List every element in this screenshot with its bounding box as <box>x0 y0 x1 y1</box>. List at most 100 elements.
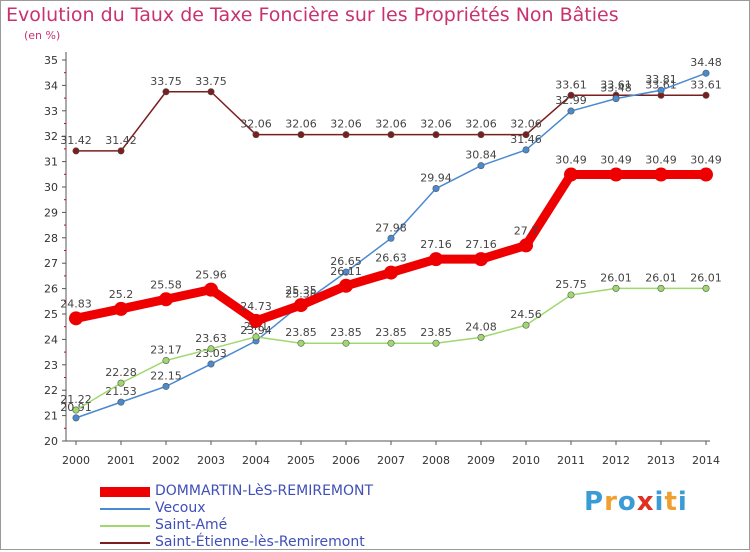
proxiti-logo: Proxiti <box>584 487 688 517</box>
data-point-dommartin-l-s-remiremont <box>294 298 308 313</box>
y-tick-label: 34 <box>44 79 58 92</box>
data-point-vecoux <box>657 86 665 94</box>
data-point-dommartin-l-s-remiremont <box>699 167 713 182</box>
data-point-vecoux <box>387 234 395 242</box>
x-tick-label: 2009 <box>467 454 495 467</box>
data-label-vecoux: 30.84 <box>465 149 497 162</box>
data-point-dommartin-l-s-remiremont <box>249 313 263 328</box>
data-label-vecoux: 29.94 <box>420 172 452 185</box>
data-point-saint-tienne-l-s-remiremont <box>702 91 710 99</box>
data-label-vecoux: 26.65 <box>330 255 362 268</box>
data-point-saint-am- <box>702 284 710 292</box>
y-tick-label: 27 <box>44 257 58 270</box>
data-label-dommartin-l-s-remiremont: 27.16 <box>420 238 452 251</box>
data-label-saint-tienne-l-s-remiremont: 31.42 <box>105 134 137 147</box>
data-label-dommartin-l-s-remiremont: 26.63 <box>375 252 407 265</box>
legend-label-saint-etienne: Saint-Étienne-lès-Remiremont <box>155 534 365 550</box>
legend-swatch-vecoux <box>100 508 150 510</box>
data-label-dommartin-l-s-remiremont: 25.2 <box>109 288 134 301</box>
data-label-saint-am-: 22.28 <box>105 366 137 379</box>
x-tick-label: 2003 <box>197 454 225 467</box>
data-point-dommartin-l-s-remiremont <box>339 278 353 293</box>
y-tick-label: 20 <box>44 435 58 448</box>
logo-letter: r <box>604 487 618 517</box>
data-point-vecoux <box>117 398 125 406</box>
data-label-saint-tienne-l-s-remiremont: 32.06 <box>375 118 407 131</box>
data-label-saint-tienne-l-s-remiremont: 33.61 <box>600 78 632 91</box>
data-point-vecoux <box>612 95 620 103</box>
data-point-saint-am- <box>342 339 350 347</box>
data-point-dommartin-l-s-remiremont <box>384 265 398 280</box>
data-point-saint-am- <box>207 345 215 353</box>
y-tick-label: 35 <box>44 54 58 67</box>
y-tick-label: 32 <box>44 130 58 143</box>
data-label-vecoux: 31.46 <box>510 133 542 146</box>
data-label-dommartin-l-s-remiremont: 30.49 <box>645 154 677 167</box>
data-point-dommartin-l-s-remiremont <box>159 292 173 307</box>
data-label-vecoux: 22.15 <box>150 369 182 382</box>
data-label-dommartin-l-s-remiremont: 24.73 <box>240 300 272 313</box>
data-label-saint-am-: 26.01 <box>645 271 677 284</box>
data-point-vecoux <box>522 146 530 154</box>
data-point-saint-tienne-l-s-remiremont <box>432 131 440 139</box>
data-label-saint-tienne-l-s-remiremont: 32.06 <box>240 118 272 131</box>
x-tick-label: 2004 <box>242 454 270 467</box>
y-tick-label: 23 <box>44 359 58 372</box>
x-tick-label: 2010 <box>512 454 540 467</box>
y-tick-label: 33 <box>44 105 58 118</box>
x-tick-label: 2007 <box>377 454 405 467</box>
legend-swatch-saint-ame <box>100 525 150 527</box>
data-label-dommartin-l-s-remiremont: 30.49 <box>555 154 587 167</box>
unit-label: (en %) <box>24 29 61 42</box>
x-tick-label: 2005 <box>287 454 315 467</box>
x-tick-label: 2012 <box>602 454 630 467</box>
data-point-saint-am- <box>522 321 530 329</box>
data-point-saint-tienne-l-s-remiremont <box>207 88 215 96</box>
x-tick-label: 2014 <box>692 454 720 467</box>
data-point-vecoux <box>342 268 350 276</box>
y-tick-label: 24 <box>44 333 58 346</box>
data-label-vecoux: 33.48 <box>600 82 632 95</box>
data-label-saint-tienne-l-s-remiremont: 32.06 <box>510 118 542 131</box>
y-tick-label: 22 <box>44 384 58 397</box>
data-label-saint-tienne-l-s-remiremont: 33.75 <box>150 75 182 88</box>
logo-letter: P <box>584 487 605 517</box>
data-label-dommartin-l-s-remiremont: 24.83 <box>60 297 92 310</box>
data-label-vecoux: 21.53 <box>105 385 137 398</box>
data-label-saint-am-: 23.85 <box>420 326 452 339</box>
y-tick-label: 26 <box>44 283 58 296</box>
data-label-saint-tienne-l-s-remiremont: 32.06 <box>330 118 362 131</box>
data-point-saint-am- <box>432 339 440 347</box>
data-label-dommartin-l-s-remiremont: 27.7 <box>514 224 539 237</box>
y-tick-label: 29 <box>44 206 58 219</box>
data-label-dommartin-l-s-remiremont: 25.96 <box>195 269 227 282</box>
x-tick-label: 2008 <box>422 454 450 467</box>
data-point-saint-tienne-l-s-remiremont <box>342 131 350 139</box>
data-label-saint-tienne-l-s-remiremont: 32.06 <box>285 118 317 131</box>
data-point-saint-am- <box>567 291 575 299</box>
data-point-dommartin-l-s-remiremont <box>519 238 533 253</box>
data-point-saint-am- <box>657 284 665 292</box>
data-label-saint-am-: 24.56 <box>510 308 542 321</box>
data-point-saint-am- <box>72 406 80 414</box>
data-label-saint-am-: 23.85 <box>330 326 362 339</box>
x-tick-label: 2011 <box>557 454 585 467</box>
data-point-saint-tienne-l-s-remiremont <box>72 147 80 155</box>
data-point-saint-am- <box>612 284 620 292</box>
data-label-vecoux: 33.81 <box>645 73 677 86</box>
y-tick-label: 25 <box>44 308 58 321</box>
data-point-dommartin-l-s-remiremont <box>204 282 218 297</box>
y-tick-label: 31 <box>44 156 58 169</box>
data-label-saint-am-: 23.85 <box>285 326 317 339</box>
data-label-saint-tienne-l-s-remiremont: 32.06 <box>420 118 452 131</box>
data-point-vecoux <box>702 69 710 77</box>
x-tick-label: 2001 <box>107 454 135 467</box>
data-label-dommartin-l-s-remiremont: 26.11 <box>330 265 362 278</box>
data-label-saint-tienne-l-s-remiremont: 33.61 <box>555 78 587 91</box>
data-point-saint-am- <box>117 379 125 387</box>
data-label-saint-am-: 26.01 <box>600 271 632 284</box>
x-tick-label: 2006 <box>332 454 360 467</box>
data-point-dommartin-l-s-remiremont <box>609 167 623 182</box>
data-point-saint-am- <box>297 339 305 347</box>
data-point-dommartin-l-s-remiremont <box>474 252 488 267</box>
